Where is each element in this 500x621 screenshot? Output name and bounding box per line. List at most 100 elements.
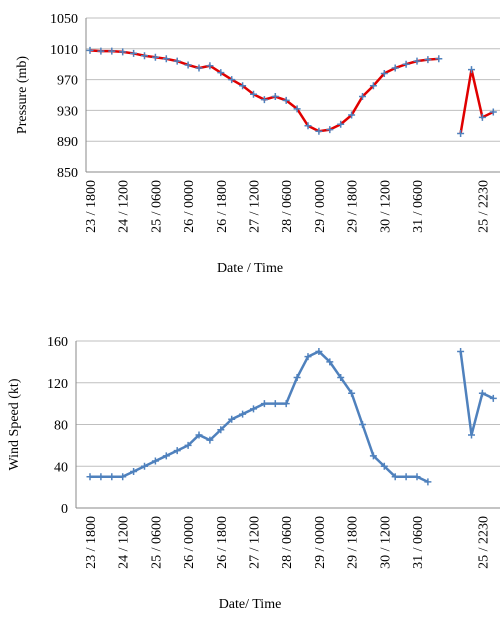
marker [315,347,323,355]
marker [119,473,127,481]
marker [468,431,475,439]
x-tick-label: 29 / 1800 [346,180,361,233]
marker [239,82,247,90]
marker [402,60,410,68]
marker [108,473,116,481]
x-tick-label: 31 / 0600 [411,180,426,233]
x-tick-label: 26 / 1800 [215,516,230,569]
marker [162,452,170,460]
marker [293,374,301,382]
marker [271,400,279,408]
marker [250,405,257,413]
x-tick-label: 26 / 0000 [182,516,197,569]
marker [304,353,312,361]
y-tick-label: 1050 [50,12,78,27]
marker [435,55,443,63]
marker [184,441,192,449]
marker [293,105,301,113]
marker [478,389,486,397]
marker [391,473,399,481]
y-tick-label: 120 [47,377,68,392]
marker [413,473,421,481]
y-tick-label: 0 [61,502,68,517]
marker [86,46,94,54]
y-tick-label: 160 [47,335,68,350]
x-tick-label: 23 / 1800 [84,180,99,233]
y-tick-label: 80 [54,419,68,434]
x-tick-label: 29 / 0000 [313,180,328,233]
marker [228,76,236,84]
y-tick-label: 40 [54,460,68,475]
marker [173,447,181,455]
x-tick-label: 31 / 0600 [411,516,426,569]
marker [391,64,399,72]
marker [369,82,377,90]
x-tick-label: 29 / 1800 [346,516,361,569]
x-tick-label: 27 / 1200 [248,516,263,569]
marker [97,473,105,481]
y-axis-title: Pressure (mb) [15,56,30,134]
y-tick-label: 890 [57,135,78,150]
marker [424,478,432,486]
marker [348,389,356,397]
marker [326,126,334,134]
marker [130,467,138,475]
x-tick-label: 25 / 2230 [476,180,491,233]
x-axis-title: Date/ Time [219,597,282,612]
marker [228,415,236,423]
x-tick-label: 25 / 0600 [149,516,164,569]
x-tick-label: 30 / 1200 [378,516,393,569]
marker [326,358,334,366]
marker [478,113,486,121]
marker [424,56,432,64]
marker [173,57,181,65]
marker [141,462,148,470]
marker [250,90,257,98]
series-line [459,69,494,134]
marker [86,473,94,481]
series-line [89,49,439,133]
marker [359,93,366,101]
x-tick-label: 23 / 1800 [84,516,99,569]
marker [260,400,268,408]
series-line [90,349,429,484]
x-tick-label: 29 / 0000 [313,516,328,569]
x-tick-label: 30 / 1200 [378,180,393,233]
marker [141,52,148,60]
marker [195,64,203,72]
marker [359,421,366,428]
y-tick-label: 1010 [50,43,78,58]
marker [217,426,225,434]
marker [348,111,356,119]
marker [369,452,377,460]
marker [457,130,465,137]
x-tick-label: 28 / 0600 [280,516,295,569]
x-axis-title: Date / Time [217,261,283,276]
x-tick-label: 27 / 1200 [248,180,263,233]
marker [195,431,203,439]
marker [130,49,138,57]
marker [315,127,323,135]
marker [402,473,410,481]
marker [380,69,388,77]
x-tick-label: 28 / 0600 [280,180,295,233]
marker [119,48,127,56]
marker [260,96,268,104]
y-axis-title: Wind Speed (kt) [7,378,22,470]
marker [239,410,247,418]
series-line [459,351,494,436]
marker [151,457,159,465]
marker [468,66,475,74]
x-tick-label: 26 / 0000 [182,180,197,233]
x-tick-label: 24 / 1200 [117,516,132,569]
marker [489,108,497,116]
marker [97,47,105,55]
marker [162,55,170,63]
x-tick-label: 25 / 2230 [476,516,491,569]
marker [151,53,159,61]
marker [217,69,225,77]
y-tick-label: 970 [57,74,78,89]
marker [337,374,345,382]
